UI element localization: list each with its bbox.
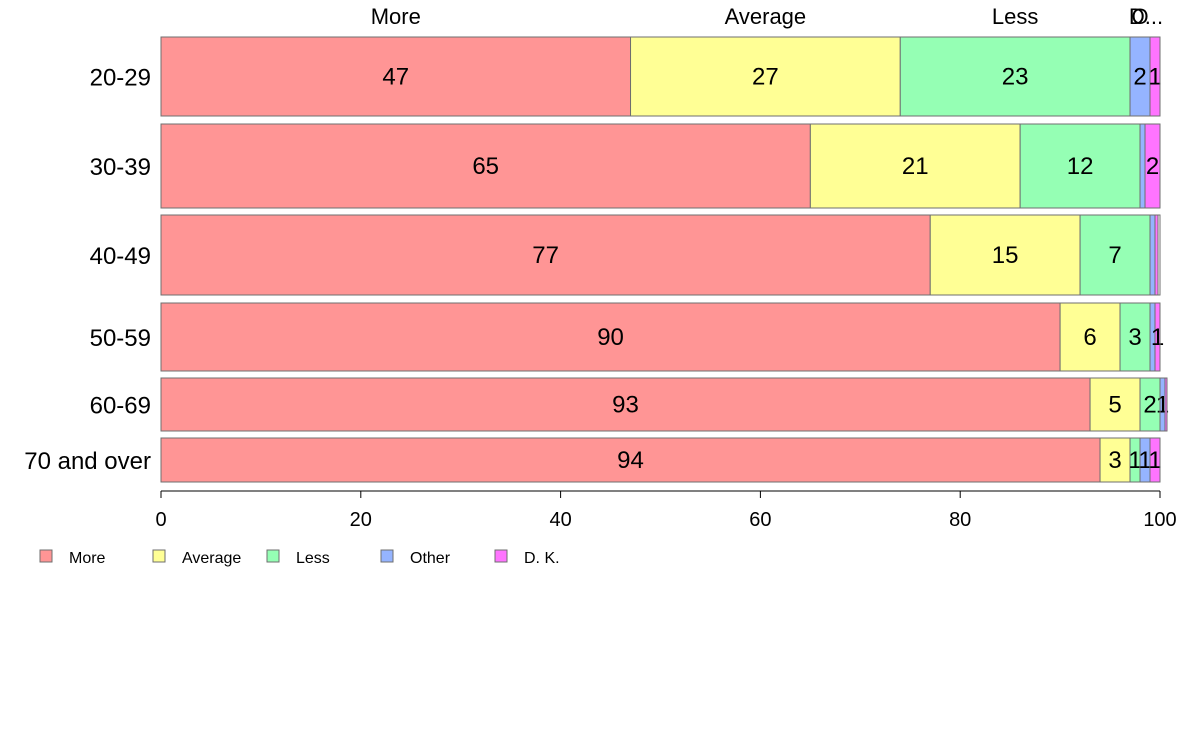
bar-40-49-d-k <box>1154 214 1159 296</box>
value-label-30-39-average: 21 <box>902 153 929 180</box>
value-label-30-39-less: 12 <box>1067 153 1094 180</box>
x-tick-label-100: 100 <box>1143 509 1176 531</box>
x-tick-label-0: 0 <box>155 509 166 531</box>
x-tick-label-60: 60 <box>749 509 771 531</box>
value-label-20-29-other: 2 <box>1133 64 1146 91</box>
value-label-50-59-less: 3 <box>1128 324 1141 351</box>
column-label-d: D... <box>1129 4 1163 29</box>
top-column-labels: More Average Less OD... <box>371 4 1163 29</box>
legend-swatch-more <box>39 549 53 563</box>
category-label-70-and-over: 70 and over <box>24 448 151 475</box>
bar-50-59-more <box>160 302 1061 372</box>
value-label-30-39-more: 65 <box>472 153 499 180</box>
bar-40-49-less <box>1079 214 1151 296</box>
legend-label-average: Average <box>182 550 241 567</box>
legend-swatch-d-k <box>494 549 508 563</box>
category-label-20-29: 20-29 <box>90 65 151 92</box>
bar-outline-30-39 <box>160 123 1161 209</box>
value-label-30-39-d-k: 2 <box>1146 153 1159 180</box>
column-label-less: Less <box>992 4 1038 29</box>
bar-40-49-more <box>160 214 931 296</box>
column-label-average: Average <box>725 4 807 29</box>
value-label-70-and-over-average: 3 <box>1108 447 1121 474</box>
bars-area: 47 27 23 2 165 21 12 277 15 790 6 3 193 5 2 194 3 111 <box>160 36 1169 483</box>
legend-swatch-less <box>266 549 280 563</box>
value-label-60-69-less: 2 <box>1143 392 1156 419</box>
bar-outline-50-59 <box>160 302 1161 372</box>
value-label-60-69-average: 5 <box>1108 392 1121 419</box>
category-label-60-69: 60-69 <box>90 393 151 420</box>
legend-label-less: Less <box>296 550 330 567</box>
bar-outline-20-29 <box>160 36 1161 117</box>
value-label-50-59-average: 6 <box>1083 324 1096 351</box>
value-label-70-and-over-less: 1 <box>1128 447 1141 474</box>
bar-60-69-more <box>160 377 1091 432</box>
x-axis: 0 20 40 60 80 100 <box>155 490 1177 531</box>
value-label-20-29-less: 23 <box>1002 64 1029 91</box>
value-label-40-49-less: 7 <box>1108 242 1121 269</box>
x-tick-label-40: 40 <box>549 509 571 531</box>
bar-outline-40-49 <box>160 214 1161 296</box>
bar-50-59-less <box>1119 302 1151 372</box>
category-labels: 20-29 30-39 40-49 50-59 60-69 70 and over <box>24 65 151 476</box>
column-label-o: O <box>1131 4 1148 29</box>
x-tick-label-80: 80 <box>949 509 971 531</box>
bar-40-49-other <box>1149 214 1156 296</box>
value-label-50-59-d-k: 1 <box>1151 324 1164 351</box>
value-label-70-and-over-d-k: 1 <box>1148 447 1161 474</box>
value-label-20-29-d-k: 1 <box>1148 64 1161 91</box>
bar-30-39-less <box>1019 123 1141 209</box>
bar-40-49-average <box>929 214 1081 296</box>
column-label-more: More <box>371 4 421 29</box>
bar-60-69-d-k <box>1164 377 1168 432</box>
legend-swatch-average <box>152 549 166 563</box>
value-label-70-and-over-other: 1 <box>1138 447 1151 474</box>
bar-outline-60-69 <box>160 377 1161 432</box>
category-label-30-39: 30-39 <box>90 154 151 181</box>
legend-label-other: Other <box>410 550 451 567</box>
value-label-40-49-average: 15 <box>992 242 1019 269</box>
value-label-70-and-over-more: 94 <box>617 447 644 474</box>
legend-swatch-other <box>380 549 394 563</box>
category-label-40-49: 40-49 <box>90 243 151 270</box>
bar-outline-70-and-over <box>160 437 1161 483</box>
legend: More Average Less Other D. K. <box>39 549 560 567</box>
value-label-50-59-more: 90 <box>597 324 624 351</box>
value-label-20-29-average: 27 <box>752 64 779 91</box>
category-label-50-59: 50-59 <box>90 325 151 352</box>
value-label-60-69-more: 93 <box>612 392 639 419</box>
legend-label-more: More <box>69 550 106 567</box>
x-tick-label-20: 20 <box>350 509 372 531</box>
value-label-20-29-more: 47 <box>382 64 409 91</box>
value-label-40-49-more: 77 <box>532 242 559 269</box>
bar-60-69-average <box>1089 377 1141 432</box>
bar-30-39-other <box>1139 123 1146 209</box>
legend-label-d-k: D. K. <box>524 550 560 567</box>
bar-50-59-average <box>1059 302 1121 372</box>
